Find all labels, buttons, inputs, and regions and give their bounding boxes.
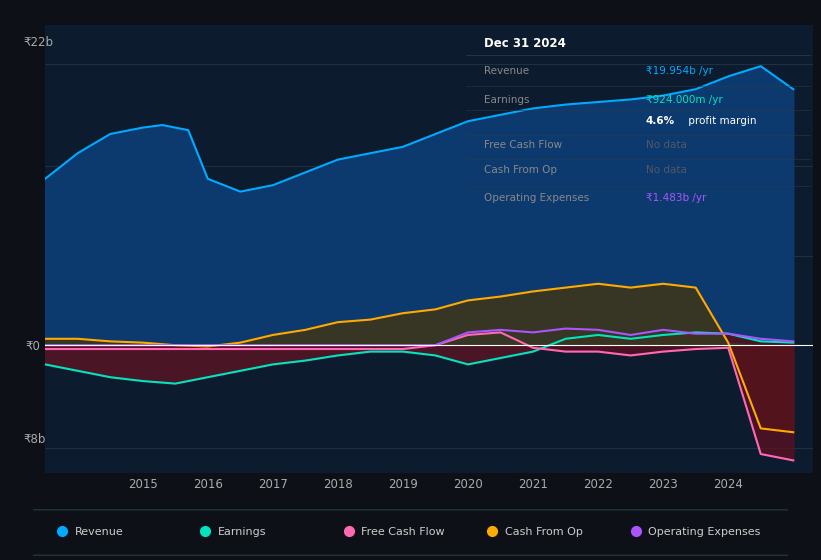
Text: Revenue: Revenue	[75, 527, 123, 537]
Text: ₹8b: ₹8b	[23, 433, 45, 446]
Text: Free Cash Flow: Free Cash Flow	[484, 140, 562, 150]
Text: Earnings: Earnings	[218, 527, 266, 537]
Text: Earnings: Earnings	[484, 95, 529, 105]
Text: Operating Expenses: Operating Expenses	[484, 193, 589, 203]
Text: ₹19.954b /yr: ₹19.954b /yr	[645, 67, 713, 77]
Text: ₹22b: ₹22b	[23, 36, 53, 49]
Text: ₹924.000m /yr: ₹924.000m /yr	[645, 95, 722, 105]
Text: No data: No data	[645, 165, 686, 175]
Text: Dec 31 2024: Dec 31 2024	[484, 37, 566, 50]
Text: Cash From Op: Cash From Op	[505, 527, 583, 537]
Text: ₹1.483b /yr: ₹1.483b /yr	[645, 193, 706, 203]
Text: Free Cash Flow: Free Cash Flow	[361, 527, 445, 537]
Text: profit margin: profit margin	[686, 115, 757, 125]
Text: Operating Expenses: Operating Expenses	[649, 527, 761, 537]
Text: No data: No data	[645, 140, 686, 150]
Text: Cash From Op: Cash From Op	[484, 165, 557, 175]
Text: Revenue: Revenue	[484, 67, 529, 77]
Text: 4.6%: 4.6%	[645, 115, 675, 125]
